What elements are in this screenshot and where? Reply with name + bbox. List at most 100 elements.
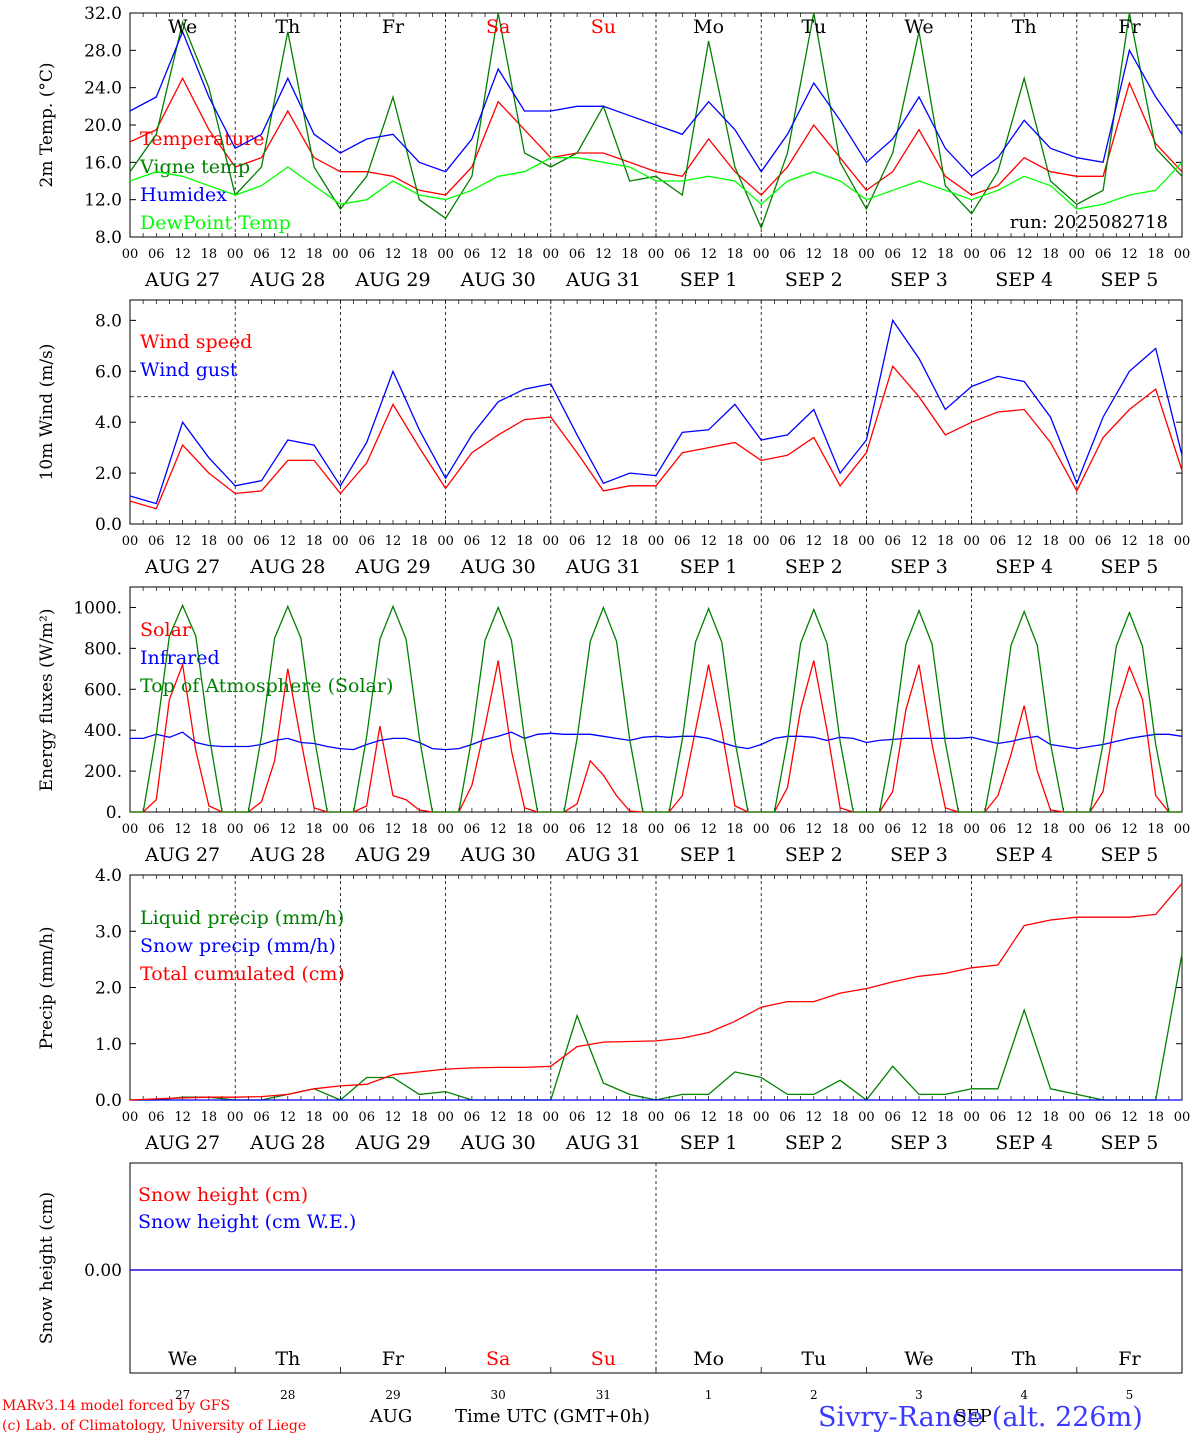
- day-number: 29: [385, 1388, 400, 1402]
- hour-tick-label: 00: [1174, 534, 1191, 549]
- run-label: run: 2025082718: [1010, 212, 1168, 233]
- hour-tick-label: 12: [700, 534, 717, 549]
- hour-tick-label: 18: [727, 822, 744, 837]
- day-label: SEP 1: [680, 844, 738, 866]
- hour-tick-label: 00: [963, 247, 980, 262]
- hour-tick-label: 06: [253, 247, 270, 262]
- day-label: SEP 3: [890, 269, 948, 291]
- weekday-label: Mo: [693, 1348, 724, 1370]
- hour-tick-label: 00: [332, 534, 349, 549]
- day-label: SEP 2: [785, 1132, 843, 1154]
- hour-tick-label: 12: [1121, 822, 1138, 837]
- y-tick-label: 24.0: [84, 79, 122, 99]
- day-label: AUG 29: [354, 269, 430, 291]
- hour-tick-label: 06: [674, 247, 691, 262]
- legend-entry: Temperature: [140, 128, 264, 150]
- series-line: [130, 603, 1182, 813]
- y-axis-label: 2m Temp. (°C): [37, 62, 57, 187]
- hour-tick-label: 18: [306, 1110, 323, 1125]
- day-label: SEP 4: [995, 844, 1053, 866]
- y-tick-label: 4.0: [95, 413, 122, 433]
- hour-tick-label: 00: [753, 1110, 770, 1125]
- hour-tick-label: 06: [569, 1110, 586, 1125]
- legend-entry: Wind speed: [140, 331, 252, 353]
- hour-tick-label: 00: [858, 534, 875, 549]
- legend-entry: DewPoint Temp: [140, 212, 291, 234]
- y-tick-label: 0.: [106, 803, 122, 823]
- hour-tick-label: 12: [806, 1110, 823, 1125]
- hour-tick-label: 12: [280, 534, 297, 549]
- hour-tick-label: 12: [174, 247, 191, 262]
- day-label: SEP 2: [785, 269, 843, 291]
- day-label: AUG 30: [460, 844, 536, 866]
- hour-tick-label: 12: [806, 247, 823, 262]
- y-tick-label: 20.0: [84, 116, 122, 136]
- hour-tick-label: 06: [884, 247, 901, 262]
- day-label: AUG 28: [249, 844, 325, 866]
- day-label: AUG 27: [144, 1132, 220, 1154]
- hour-tick-label: 18: [1042, 247, 1059, 262]
- day-label: AUG 31: [565, 269, 641, 291]
- weekday-label: Tu: [801, 1348, 826, 1370]
- weekday-label: Mo: [693, 16, 724, 38]
- hour-tick-label: 18: [832, 534, 849, 549]
- lab-credit: (c) Lab. of Climatology, University of L…: [2, 1418, 307, 1434]
- day-label: SEP 4: [995, 556, 1053, 578]
- day-label: AUG 30: [460, 269, 536, 291]
- hour-tick-label: 00: [963, 822, 980, 837]
- hour-tick-label: 00: [648, 534, 665, 549]
- legend-entry: Snow height (cm): [138, 1184, 308, 1206]
- hour-tick-label: 00: [1069, 534, 1086, 549]
- hour-tick-label: 06: [1095, 1110, 1112, 1125]
- day-label: SEP 1: [680, 556, 738, 578]
- weekday-label: Su: [591, 16, 616, 38]
- hour-tick-label: 18: [727, 1110, 744, 1125]
- hour-tick-label: 12: [595, 822, 612, 837]
- legend-entry: Infrared: [140, 647, 220, 669]
- hour-tick-label: 00: [1069, 1110, 1086, 1125]
- y-tick-label: 2.0: [95, 979, 122, 999]
- hour-tick-label: 12: [385, 822, 402, 837]
- hour-tick-label: 12: [806, 534, 823, 549]
- day-label: AUG 31: [565, 556, 641, 578]
- hour-tick-label: 06: [253, 1110, 270, 1125]
- hour-tick-label: 18: [516, 1110, 533, 1125]
- hour-tick-label: 00: [332, 247, 349, 262]
- day-label: SEP 3: [890, 1132, 948, 1154]
- day-label: AUG 27: [144, 556, 220, 578]
- hour-tick-label: 00: [1174, 1110, 1191, 1125]
- hour-tick-label: 12: [700, 247, 717, 262]
- series-line: [129, 157, 1183, 210]
- day-label: AUG 29: [354, 844, 430, 866]
- hour-tick-label: 12: [1121, 247, 1138, 262]
- hour-tick-label: 12: [911, 822, 928, 837]
- series-line: [129, 364, 1183, 510]
- hour-tick-label: 18: [937, 822, 954, 837]
- day-label: AUG 28: [249, 269, 325, 291]
- y-tick-label: 400.: [84, 721, 122, 741]
- hour-tick-label: 06: [990, 534, 1007, 549]
- station-title: Sivry-Rance (alt. 226m): [818, 1402, 1143, 1433]
- series-line: [129, 29, 1183, 178]
- hour-tick-label: 12: [490, 247, 507, 262]
- day-label: AUG 28: [249, 1132, 325, 1154]
- hour-tick-label: 06: [253, 822, 270, 837]
- day-label: AUG 30: [460, 1132, 536, 1154]
- hour-tick-label: 00: [227, 534, 244, 549]
- hour-tick-label: 00: [753, 534, 770, 549]
- hour-tick-label: 06: [884, 1110, 901, 1125]
- hour-tick-label: 12: [700, 1110, 717, 1125]
- hour-tick-label: 06: [464, 1110, 481, 1125]
- hour-tick-label: 06: [990, 822, 1007, 837]
- hour-tick-label: 12: [911, 247, 928, 262]
- hour-tick-label: 00: [1174, 247, 1191, 262]
- day-number: 30: [491, 1388, 506, 1402]
- hour-tick-label: 00: [543, 247, 560, 262]
- hour-tick-label: 18: [1147, 822, 1164, 837]
- hour-tick-label: 00: [332, 1110, 349, 1125]
- y-tick-label: 4.0: [95, 866, 122, 886]
- hour-tick-label: 12: [174, 822, 191, 837]
- y-tick-label: 8.0: [95, 228, 122, 248]
- panel-frame: [129, 586, 1183, 813]
- y-tick-label: 200.: [84, 762, 122, 782]
